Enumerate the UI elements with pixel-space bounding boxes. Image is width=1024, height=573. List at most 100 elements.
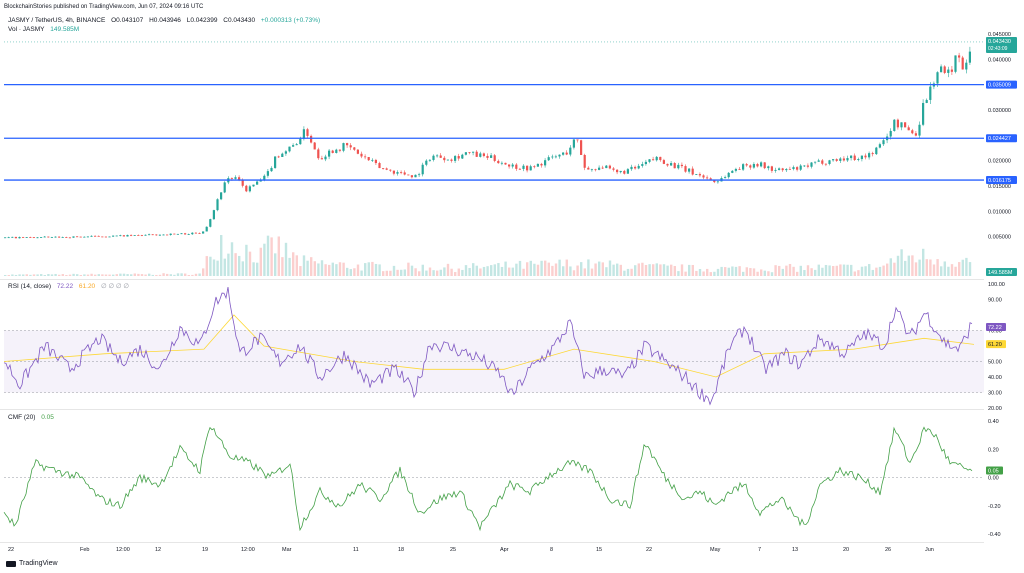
candle-body xyxy=(868,153,871,158)
candle-body xyxy=(313,142,316,150)
volume-bar xyxy=(198,273,201,276)
volume-bar xyxy=(731,266,734,276)
candle-body xyxy=(497,160,500,164)
candle-body xyxy=(943,66,946,73)
candle-body xyxy=(173,233,176,235)
candle-body xyxy=(536,163,539,167)
candle-body xyxy=(216,199,219,211)
candle-body xyxy=(112,235,115,237)
volume-bar xyxy=(839,264,842,276)
candle-body xyxy=(857,159,860,160)
volume-bar xyxy=(194,273,198,276)
candle-body xyxy=(893,119,896,131)
candle-body xyxy=(767,166,770,169)
candle-body xyxy=(403,172,406,175)
candle-body xyxy=(760,162,763,167)
volume-bar xyxy=(428,267,432,276)
symbol-label[interactable]: JASMY / TetherUS, 4h, BINANCE xyxy=(8,17,106,24)
candle-body xyxy=(670,163,673,166)
volume-bar xyxy=(482,266,486,276)
volume-bar xyxy=(814,269,817,276)
candle-body xyxy=(198,233,201,234)
volume-label[interactable]: Vol · JASMY xyxy=(8,26,45,33)
candle-body xyxy=(76,236,79,238)
volume-bar xyxy=(709,272,712,276)
volume-bar xyxy=(148,273,151,276)
candle-body xyxy=(374,159,377,164)
candle-body xyxy=(335,149,338,153)
volume-bar xyxy=(914,262,918,276)
candle-body xyxy=(169,233,172,236)
volume-bar xyxy=(450,268,453,276)
volume-bar xyxy=(616,263,619,276)
price-axis-tick: 0.040000 xyxy=(988,57,1011,63)
chart-canvas[interactable]: 0.045000 0.040000 0.030000 0.020000 0.015000… xyxy=(0,0,1024,560)
rsi-ma-badge-value: 61.20 xyxy=(988,342,1002,348)
volume-bar xyxy=(691,264,694,276)
candle-body xyxy=(324,156,327,160)
volume-bar xyxy=(133,273,136,276)
candle-body xyxy=(752,164,755,168)
volume-bar xyxy=(940,266,943,276)
level-badge-label: 0.016175 xyxy=(988,178,1011,184)
volume-bar xyxy=(846,264,849,276)
candle-body xyxy=(796,167,799,170)
candle-body xyxy=(432,155,435,160)
candle-body xyxy=(572,139,575,148)
volume-bar xyxy=(266,235,270,276)
candle-body xyxy=(151,234,154,236)
rsi-line xyxy=(3,287,973,406)
candle-body xyxy=(54,236,57,238)
candle-body xyxy=(331,150,334,153)
volume-bar xyxy=(536,264,540,276)
volume-bar xyxy=(551,265,554,276)
volume-bar xyxy=(364,263,367,276)
candle-body xyxy=(212,210,215,220)
time-axis-tick: 7 xyxy=(758,547,761,553)
candle-body xyxy=(392,170,395,174)
volume-bar xyxy=(191,274,194,276)
volume-bar xyxy=(144,274,147,276)
volume-bar xyxy=(306,260,309,276)
volume-bar xyxy=(889,258,892,276)
candle-body xyxy=(133,235,136,236)
candle-body xyxy=(144,234,147,236)
volume-bar xyxy=(907,255,910,276)
volume-bar xyxy=(875,267,878,276)
volume-bar xyxy=(796,271,799,276)
volume-bar xyxy=(180,273,183,276)
pane-separator xyxy=(0,409,984,410)
volume-bar xyxy=(886,263,889,276)
candle-body xyxy=(731,170,734,173)
volume-bar xyxy=(911,255,914,276)
candle-body xyxy=(785,168,788,171)
volume-bar xyxy=(94,274,97,276)
cmf-label[interactable]: CMF (20) xyxy=(8,414,36,421)
time-axis-tick: 8 xyxy=(550,547,553,553)
volume-bar xyxy=(328,264,331,276)
candle-body xyxy=(799,165,802,170)
volume-bar xyxy=(803,270,806,276)
volume-bar xyxy=(61,274,64,276)
volume-bar xyxy=(338,262,342,276)
price-axis-tick: 0.045000 xyxy=(988,32,1011,38)
rsi-label[interactable]: RSI (14, close) xyxy=(8,283,51,290)
cmf-line xyxy=(3,426,973,532)
candle-body xyxy=(601,167,604,169)
candle-body xyxy=(724,177,727,179)
volume-bar xyxy=(396,269,399,276)
volume-bar xyxy=(54,273,57,276)
candle-body xyxy=(882,140,885,145)
candle-body xyxy=(122,235,125,237)
candle-body xyxy=(220,192,223,200)
volume-bar xyxy=(475,265,478,276)
volume-bar xyxy=(760,269,763,276)
volume-bar xyxy=(860,266,864,276)
volume-bar xyxy=(403,269,406,276)
change-value: +0.000313 (+0.73%) xyxy=(260,17,321,24)
candle-body xyxy=(907,127,910,131)
volume-bar xyxy=(508,267,511,276)
candle-body xyxy=(925,99,928,103)
candle-body xyxy=(605,165,608,169)
candle-body xyxy=(266,171,269,176)
